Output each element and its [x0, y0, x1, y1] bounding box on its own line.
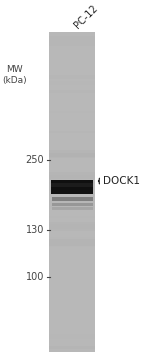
- Bar: [49, 73, 95, 81]
- Text: PC-12: PC-12: [72, 3, 99, 30]
- Bar: [49, 284, 95, 291]
- Bar: [49, 189, 95, 195]
- Bar: [49, 319, 95, 323]
- Bar: [49, 309, 95, 311]
- Text: 250: 250: [25, 155, 44, 165]
- Bar: [51, 180, 93, 194]
- Bar: [49, 122, 95, 131]
- Bar: [49, 32, 95, 352]
- Bar: [49, 68, 95, 73]
- Bar: [51, 183, 93, 187]
- Bar: [49, 110, 95, 119]
- Bar: [49, 175, 95, 184]
- Bar: [49, 131, 95, 140]
- Text: 100: 100: [26, 272, 44, 282]
- Bar: [52, 208, 93, 210]
- Bar: [49, 125, 95, 128]
- Bar: [49, 334, 95, 343]
- Bar: [52, 197, 93, 201]
- Text: MW
(kDa): MW (kDa): [2, 65, 27, 85]
- Bar: [49, 36, 95, 46]
- Text: DOCK1: DOCK1: [103, 176, 140, 186]
- Bar: [49, 265, 95, 274]
- Bar: [49, 177, 95, 184]
- Bar: [49, 195, 95, 203]
- Bar: [49, 323, 95, 330]
- Text: 130: 130: [26, 226, 44, 235]
- Bar: [49, 112, 95, 116]
- Bar: [49, 47, 95, 51]
- Bar: [52, 203, 93, 206]
- Bar: [49, 62, 95, 71]
